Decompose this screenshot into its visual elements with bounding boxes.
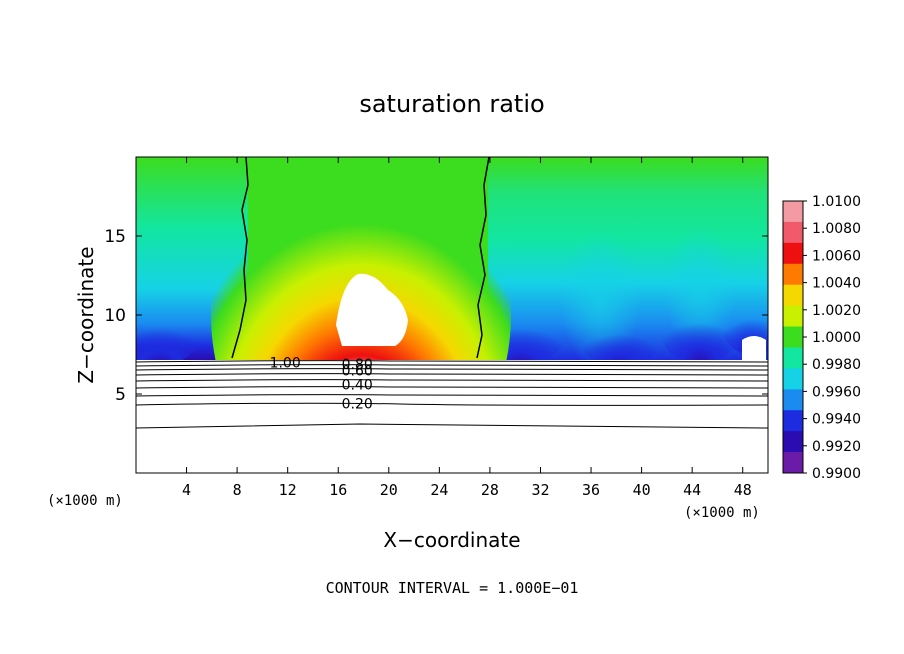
colorbar-label: 0.9960: [812, 384, 861, 400]
x-tick-label: 20: [380, 481, 398, 499]
y-tick-label: 10: [104, 306, 126, 326]
colorbar-label: 1.0080: [812, 221, 861, 237]
colorbar-swatch: [783, 326, 803, 348]
colorbar-swatch: [783, 452, 803, 474]
colorbar-swatch: [783, 263, 803, 286]
x-tick-label: 16: [329, 481, 347, 499]
chart-title: saturation ratio: [359, 90, 544, 118]
x-tick-label: 36: [582, 481, 600, 499]
x-axis-label: X−coordinate: [383, 528, 520, 552]
colorbar-label: 1.0100: [812, 194, 861, 210]
x-tick-label: 40: [633, 481, 651, 499]
colorbar-swatch: [783, 389, 803, 411]
contour-label: 0.20: [342, 396, 373, 412]
colorbar-label: 0.9940: [812, 412, 861, 428]
x-tick-label: 28: [481, 481, 499, 499]
colorbar-label: 1.0000: [812, 330, 861, 346]
colorbar-label: 1.0060: [812, 248, 861, 264]
colorbar-swatch: [783, 284, 803, 307]
x-tick-label: 24: [430, 481, 448, 499]
colorbar-swatch: [783, 347, 803, 369]
colorbar-label: 1.0020: [812, 303, 861, 319]
plot-area: [136, 157, 768, 473]
colorbar-swatch: [783, 305, 803, 328]
contour-labels: 1.00 0.800.600.40 0.20: [270, 355, 373, 412]
y-tick-label: 15: [104, 227, 126, 247]
contour-interval: CONTOUR INTERVAL = 1.000E−01: [326, 579, 579, 597]
colorbar-swatch: [783, 368, 803, 390]
x-tick-label: 48: [734, 481, 752, 499]
colorbar-swatch: [783, 431, 803, 453]
colorbar-swatch: [783, 410, 803, 432]
colorbar-label: 0.9900: [812, 466, 861, 482]
x-unit-left: (×1000 m): [47, 493, 123, 509]
colorbar-swatch: [783, 242, 803, 265]
contour-label: 0.40: [342, 378, 373, 394]
colorbar-swatch: [783, 221, 803, 244]
x-tick-label: 8: [233, 481, 242, 499]
x-tick-label: 32: [531, 481, 549, 499]
colorbar-label: 0.9920: [812, 439, 861, 455]
x-tick-label: 44: [683, 481, 701, 499]
colorbar-swatch: [783, 201, 803, 223]
x-tick-label: 4: [182, 481, 191, 499]
y-axis-label: Z−coordinate: [74, 246, 98, 383]
colorbar: 1.0100 1.0080 1.0060 1.0040 1.0020 1.0000 0.99…: [782, 194, 861, 482]
contour-label: 0.80: [342, 357, 373, 373]
colorbar-label: 0.9980: [812, 357, 861, 373]
colorbar-label: 1.0040: [812, 276, 861, 292]
contour-label: 0.60: [342, 363, 373, 379]
y-axis: 5 10 15: [104, 227, 768, 405]
contour-label: 1.00: [270, 355, 301, 371]
x-tick-label: 12: [279, 481, 297, 499]
y-tick-label: 5: [115, 385, 126, 405]
x-axis: 4 8 12 16 20 24 28 32 36 40 44 48: [182, 157, 752, 499]
x-unit-right: (×1000 m): [684, 505, 760, 521]
